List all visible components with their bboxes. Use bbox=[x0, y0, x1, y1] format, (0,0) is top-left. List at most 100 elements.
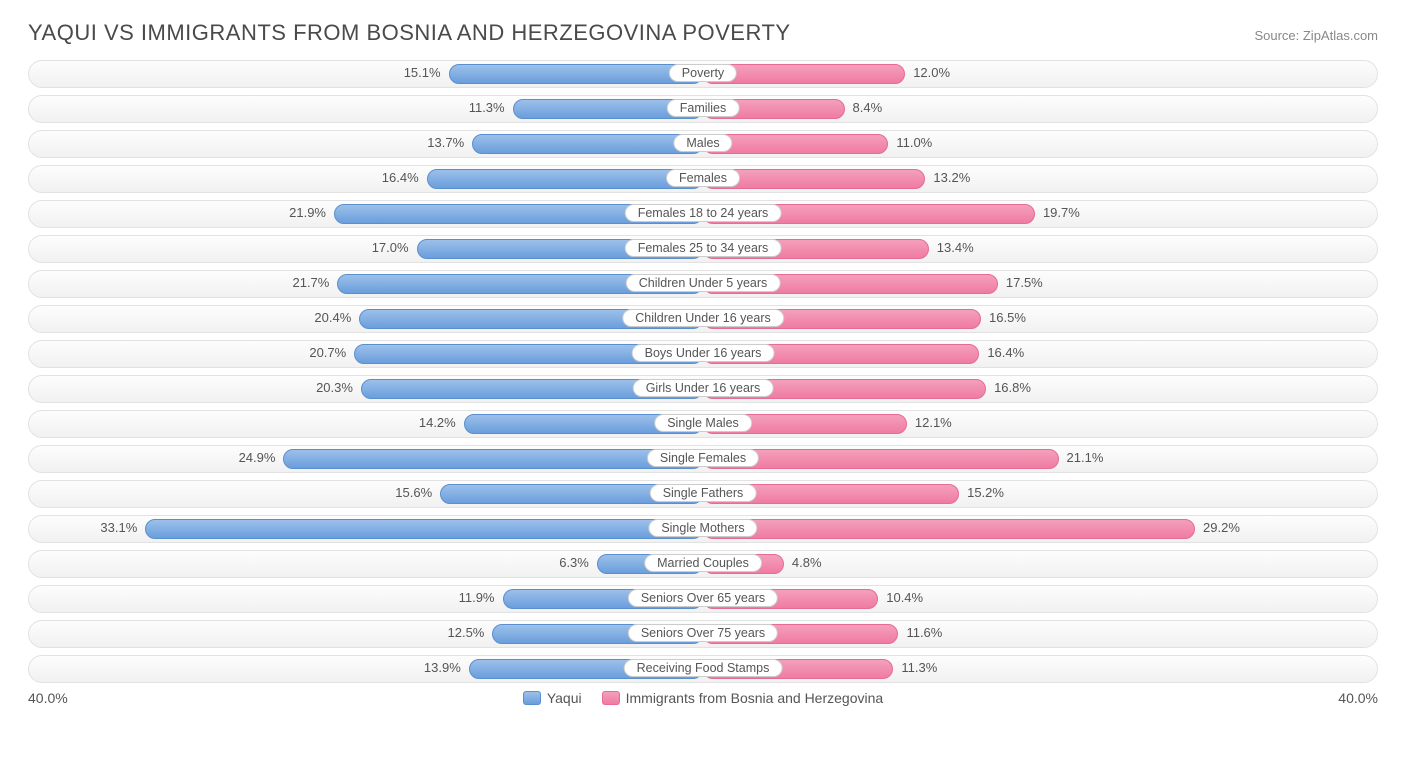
row-right-half: 19.7% bbox=[703, 201, 1377, 227]
chart-row: 13.7% 11.0% Males bbox=[28, 130, 1378, 158]
row-left-half: 12.5% bbox=[29, 621, 703, 647]
value-label-left: 21.7% bbox=[292, 275, 329, 290]
category-label: Females 25 to 34 years bbox=[625, 239, 782, 257]
category-label: Single Males bbox=[654, 414, 752, 432]
bar-left bbox=[472, 134, 703, 154]
category-label: Married Couples bbox=[644, 554, 762, 572]
category-label: Females 18 to 24 years bbox=[625, 204, 782, 222]
legend-item-left: Yaqui bbox=[523, 690, 582, 706]
chart-row: 20.3% 16.8% Girls Under 16 years bbox=[28, 375, 1378, 403]
chart-row: 16.4%13.2%Females bbox=[28, 165, 1378, 193]
legend-label-left: Yaqui bbox=[547, 690, 582, 706]
value-label-right: 13.2% bbox=[933, 170, 970, 185]
value-label-left: 16.4% bbox=[382, 170, 419, 185]
value-label-right: 16.4% bbox=[987, 345, 1024, 360]
row-right-half: 15.2% bbox=[703, 481, 1377, 507]
row-right-half: 11.6% bbox=[703, 621, 1377, 647]
value-label-left: 20.4% bbox=[314, 310, 351, 325]
header: YAQUI VS IMMIGRANTS FROM BOSNIA AND HERZ… bbox=[28, 20, 1378, 46]
legend: Yaqui Immigrants from Bosnia and Herzego… bbox=[523, 690, 883, 706]
row-left-half: 21.9% bbox=[29, 201, 703, 227]
row-right-half: 13.2% bbox=[703, 166, 1377, 192]
row-right-half: 16.5% bbox=[703, 306, 1377, 332]
value-label-left: 11.3% bbox=[469, 100, 505, 115]
bar-left bbox=[427, 169, 703, 189]
value-label-right: 17.5% bbox=[1006, 275, 1043, 290]
value-label-right: 15.2% bbox=[967, 485, 1004, 500]
bar-left bbox=[283, 449, 703, 469]
axis-max-left: 40.0% bbox=[28, 690, 68, 706]
chart-footer: 40.0% Yaqui Immigrants from Bosnia and H… bbox=[28, 690, 1378, 706]
row-left-half: 20.4% bbox=[29, 306, 703, 332]
chart-row: 14.2%12.1%Single Males bbox=[28, 410, 1378, 438]
row-left-half: 11.3% bbox=[29, 96, 703, 122]
row-left-half: 21.7% bbox=[29, 271, 703, 297]
chart-title: YAQUI VS IMMIGRANTS FROM BOSNIA AND HERZ… bbox=[28, 20, 791, 46]
category-label: Seniors Over 75 years bbox=[628, 624, 778, 642]
chart-row: 6.3% 4.8% Married Couples bbox=[28, 550, 1378, 578]
value-label-left: 17.0% bbox=[372, 240, 409, 255]
row-right-half: 21.1% bbox=[703, 446, 1377, 472]
bar-right bbox=[703, 519, 1195, 539]
value-label-left: 15.6% bbox=[395, 485, 432, 500]
row-left-half: 13.7% bbox=[29, 131, 703, 157]
chart-row: 11.3% 8.4% Families bbox=[28, 95, 1378, 123]
category-label: Single Mothers bbox=[648, 519, 757, 537]
row-left-half: 13.9% bbox=[29, 656, 703, 682]
category-label: Males bbox=[673, 134, 732, 152]
category-label: Girls Under 16 years bbox=[633, 379, 774, 397]
category-label: Single Fathers bbox=[650, 484, 757, 502]
row-right-half: 17.5% bbox=[703, 271, 1377, 297]
row-left-half: 17.0% bbox=[29, 236, 703, 262]
legend-label-right: Immigrants from Bosnia and Herzegovina bbox=[626, 690, 884, 706]
value-label-right: 21.1% bbox=[1067, 450, 1104, 465]
value-label-right: 4.8% bbox=[792, 555, 822, 570]
category-label: Children Under 16 years bbox=[622, 309, 784, 327]
row-right-half: 11.0% bbox=[703, 131, 1377, 157]
row-left-half: 16.4% bbox=[29, 166, 703, 192]
value-label-left: 24.9% bbox=[239, 450, 276, 465]
chart-row: 21.9% 19.7% Females 18 to 24 years bbox=[28, 200, 1378, 228]
value-label-right: 11.3% bbox=[901, 660, 937, 675]
value-label-left: 20.3% bbox=[316, 380, 353, 395]
bar-left bbox=[449, 64, 703, 84]
row-right-half: 12.1% bbox=[703, 411, 1377, 437]
row-right-half: 8.4% bbox=[703, 96, 1377, 122]
value-label-right: 12.1% bbox=[915, 415, 952, 430]
chart-row: 21.7% 17.5% Children Under 5 years bbox=[28, 270, 1378, 298]
row-right-half: 16.8% bbox=[703, 376, 1377, 402]
value-label-right: 12.0% bbox=[913, 65, 950, 80]
category-label: Boys Under 16 years bbox=[632, 344, 775, 362]
row-left-half: 11.9% bbox=[29, 586, 703, 612]
value-label-right: 19.7% bbox=[1043, 205, 1080, 220]
row-left-half: 6.3% bbox=[29, 551, 703, 577]
value-label-left: 15.1% bbox=[404, 65, 441, 80]
row-right-half: 16.4% bbox=[703, 341, 1377, 367]
category-label: Receiving Food Stamps bbox=[624, 659, 783, 677]
category-label: Seniors Over 65 years bbox=[628, 589, 778, 607]
row-left-half: 20.7% bbox=[29, 341, 703, 367]
value-label-right: 16.8% bbox=[994, 380, 1031, 395]
row-left-half: 24.9% bbox=[29, 446, 703, 472]
value-label-right: 8.4% bbox=[853, 100, 883, 115]
chart-row: 15.6% 15.2% Single Fathers bbox=[28, 480, 1378, 508]
category-label: Children Under 5 years bbox=[626, 274, 781, 292]
chart-area: 15.1%12.0%Poverty11.3%8.4%Families13.7%1… bbox=[28, 60, 1378, 683]
row-right-half: 11.3% bbox=[703, 656, 1377, 682]
chart-row: 20.4% 16.5%Children Under 16 years bbox=[28, 305, 1378, 333]
chart-row: 17.0% 13.4%Females 25 to 34 years bbox=[28, 235, 1378, 263]
row-left-half: 15.1% bbox=[29, 61, 703, 87]
value-label-left: 21.9% bbox=[289, 205, 326, 220]
chart-row: 13.9% 11.3% Receiving Food Stamps bbox=[28, 655, 1378, 683]
row-right-half: 12.0% bbox=[703, 61, 1377, 87]
row-right-half: 13.4% bbox=[703, 236, 1377, 262]
legend-swatch-left-icon bbox=[523, 691, 541, 705]
chart-row: 12.5% 11.6% Seniors Over 75 years bbox=[28, 620, 1378, 648]
chart-row: 15.1%12.0%Poverty bbox=[28, 60, 1378, 88]
value-label-right: 11.0% bbox=[896, 135, 932, 150]
row-right-half: 29.2% bbox=[703, 516, 1377, 542]
value-label-left: 20.7% bbox=[309, 345, 346, 360]
value-label-right: 11.6% bbox=[906, 625, 942, 640]
category-label: Single Females bbox=[647, 449, 759, 467]
category-label: Families bbox=[667, 99, 740, 117]
